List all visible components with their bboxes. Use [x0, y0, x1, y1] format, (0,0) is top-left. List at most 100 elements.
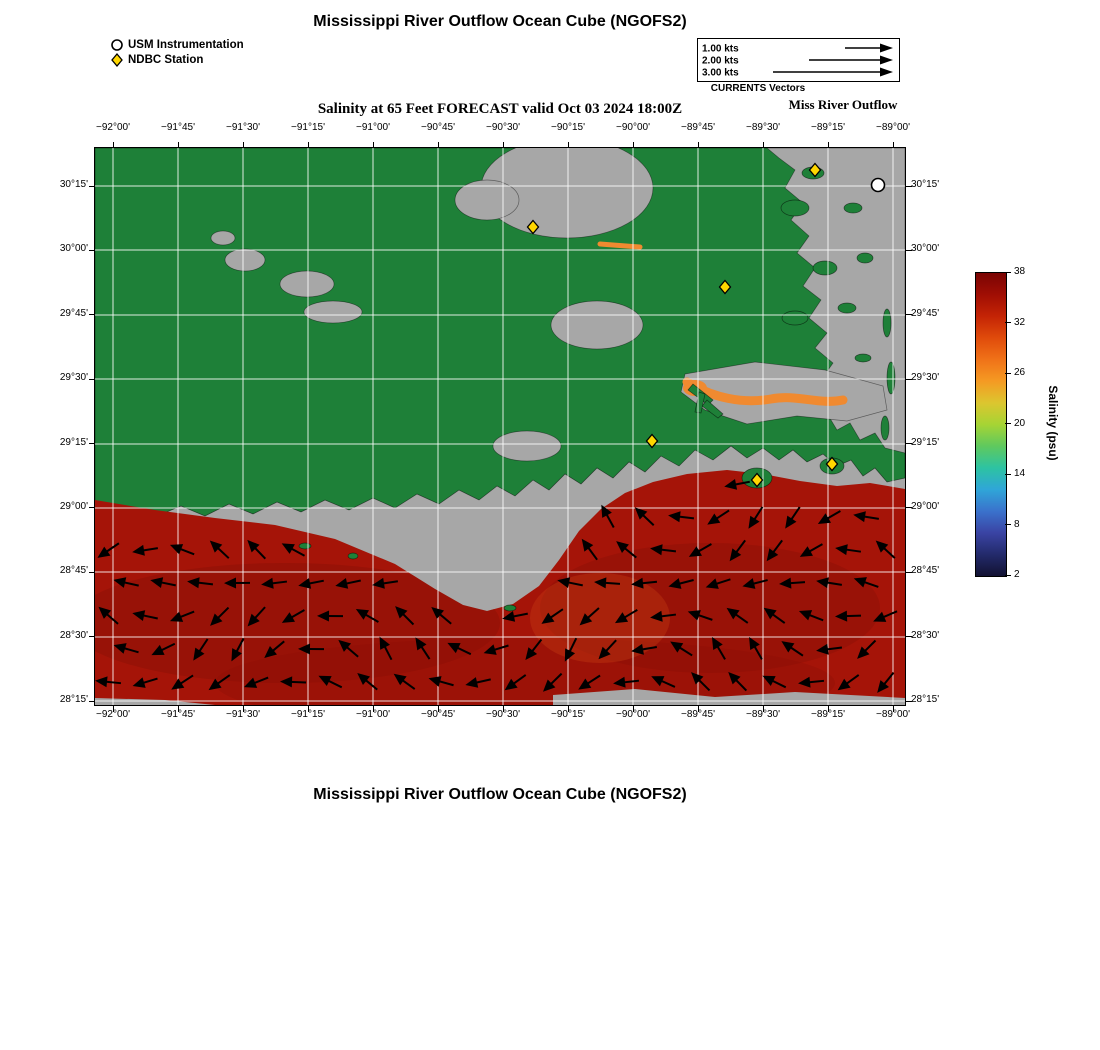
colorbar-tick-label: 38 — [1014, 266, 1026, 277]
axis-tick — [88, 571, 95, 573]
axis-tick — [905, 443, 912, 444]
x-tick-label-bottom: −90°45' — [421, 709, 455, 720]
axis-tick — [88, 636, 95, 638]
map-subtitle: Salinity at 65 Feet FORECAST valid Oct 0… — [317, 101, 683, 117]
axis-tick — [88, 185, 95, 187]
usm-station-marker — [870, 177, 886, 193]
y-tick-label-left: 28°30' — [59, 629, 88, 641]
x-tick-label-bottom: −90°00' — [616, 709, 650, 720]
axis-tick — [905, 249, 912, 251]
svg-text:1.00 kts: 1.00 kts — [702, 44, 739, 55]
x-tick-label-bottom: −89°15' — [811, 709, 845, 720]
ndbc-station-marker — [808, 162, 822, 178]
currents-scale-box: 1.00 kts 2.00 kts 3.00 kts — [697, 38, 900, 82]
figure-title-top: Mississippi River Outflow Ocean Cube (NG… — [313, 13, 687, 30]
x-tick-label-top: −92°00' — [96, 122, 130, 133]
coastal-bay — [492, 430, 562, 462]
x-tick-label-top: −91°30' — [226, 122, 260, 133]
river-plume — [682, 377, 848, 406]
x-tick-label-bottom: −92°00' — [96, 709, 130, 720]
legend-ndbc-label: NDBC Station — [128, 53, 204, 66]
axis-tick — [905, 507, 912, 509]
marsh-islands — [780, 166, 896, 441]
axis-tick — [762, 141, 764, 148]
colorbar-tick — [1005, 271, 1011, 273]
legend-usm-label: USM Instrumentation — [128, 38, 244, 51]
x-tick-label-bottom: −91°45' — [161, 709, 195, 720]
y-tick-label-right: 29°45' — [911, 307, 940, 319]
y-tick-label-right: 30°00' — [911, 243, 940, 255]
y-tick-label-left: 29°15' — [59, 436, 88, 448]
axis-tick — [372, 141, 374, 148]
axis-tick — [905, 636, 912, 638]
small-lake-4 — [210, 230, 236, 246]
y-tick-label-left: 29°45' — [59, 307, 88, 319]
x-tick-label-top: −90°45' — [421, 122, 455, 133]
svg-text:2.00 kts: 2.00 kts — [702, 56, 739, 67]
axis-tick — [892, 705, 894, 712]
axis-tick — [827, 705, 829, 712]
region-label: Miss River Outflow — [788, 97, 898, 112]
axis-tick — [307, 705, 309, 712]
x-tick-label-top: −90°00' — [616, 122, 650, 133]
x-tick-label-top: −91°45' — [161, 122, 195, 133]
small-lake-3 — [303, 300, 363, 324]
x-tick-label-top: −90°30' — [486, 122, 520, 133]
lake-borgne — [550, 300, 644, 350]
axis-tick — [88, 378, 95, 380]
y-tick-label-left: 30°00' — [59, 243, 88, 255]
colorbar-tick — [1005, 423, 1011, 424]
x-tick-label-top: −91°15' — [291, 122, 325, 133]
axis-tick — [88, 443, 95, 444]
y-tick-label-right: 29°00' — [911, 500, 940, 512]
usm-circle-icon — [111, 38, 123, 51]
colorbar-tick-label: 32 — [1014, 316, 1026, 328]
axis-tick — [112, 141, 114, 148]
ndbc-station-marker — [645, 433, 659, 449]
y-tick-label-left: 29°00' — [59, 500, 88, 512]
ndbc-station-marker — [718, 279, 732, 295]
colorbar-tick — [1005, 574, 1011, 576]
small-lake-2 — [279, 270, 335, 298]
y-tick-label-left: 28°15' — [59, 694, 88, 705]
axis-tick — [567, 705, 569, 712]
y-tick-label-left: 30°15' — [59, 179, 88, 190]
y-tick-label-left: 28°45' — [59, 565, 88, 577]
ndbc-station-marker — [825, 456, 839, 472]
land-mainland — [95, 148, 905, 519]
axis-tick — [502, 141, 504, 148]
legend-row-usm: USM Instrumentation — [110, 37, 244, 52]
y-tick-label-right: 28°45' — [911, 565, 940, 577]
axis-tick — [88, 700, 95, 702]
colorbar-tick-label: 8 — [1014, 518, 1020, 530]
plume-lake-outlet — [597, 241, 643, 250]
axis-tick — [177, 141, 179, 148]
colorbar-tick-label: 26 — [1014, 367, 1026, 378]
x-tick-label-bottom: −90°15' — [551, 709, 585, 720]
ndbc-station-marker — [526, 219, 540, 235]
map-plot — [95, 148, 905, 705]
axis-tick — [242, 141, 244, 148]
x-tick-label-bottom: −89°00' — [876, 709, 910, 720]
x-tick-label-bottom: −90°30' — [486, 709, 520, 720]
colorbar-tick — [1005, 473, 1011, 475]
axis-tick — [905, 700, 912, 702]
axis-tick — [307, 141, 309, 148]
axis-tick — [437, 141, 439, 148]
axis-tick — [437, 705, 439, 712]
x-tick-label-top: −89°45' — [681, 122, 715, 133]
colorbar-tick — [1005, 322, 1011, 323]
axis-tick — [242, 705, 244, 712]
axis-tick — [372, 705, 374, 712]
ndbc-station-marker — [750, 472, 764, 488]
colorbar-tick-label: 2 — [1014, 569, 1020, 580]
colorbar — [975, 272, 1007, 577]
axis-tick — [827, 141, 829, 148]
y-tick-label-right: 29°30' — [911, 372, 940, 384]
x-tick-label-top: −90°15' — [551, 122, 585, 133]
colorbar-label: Salinity (psu) — [1046, 385, 1060, 461]
currents-caption: CURRENTS Vectors — [710, 83, 806, 94]
y-tick-label-left: 29°30' — [59, 372, 88, 384]
